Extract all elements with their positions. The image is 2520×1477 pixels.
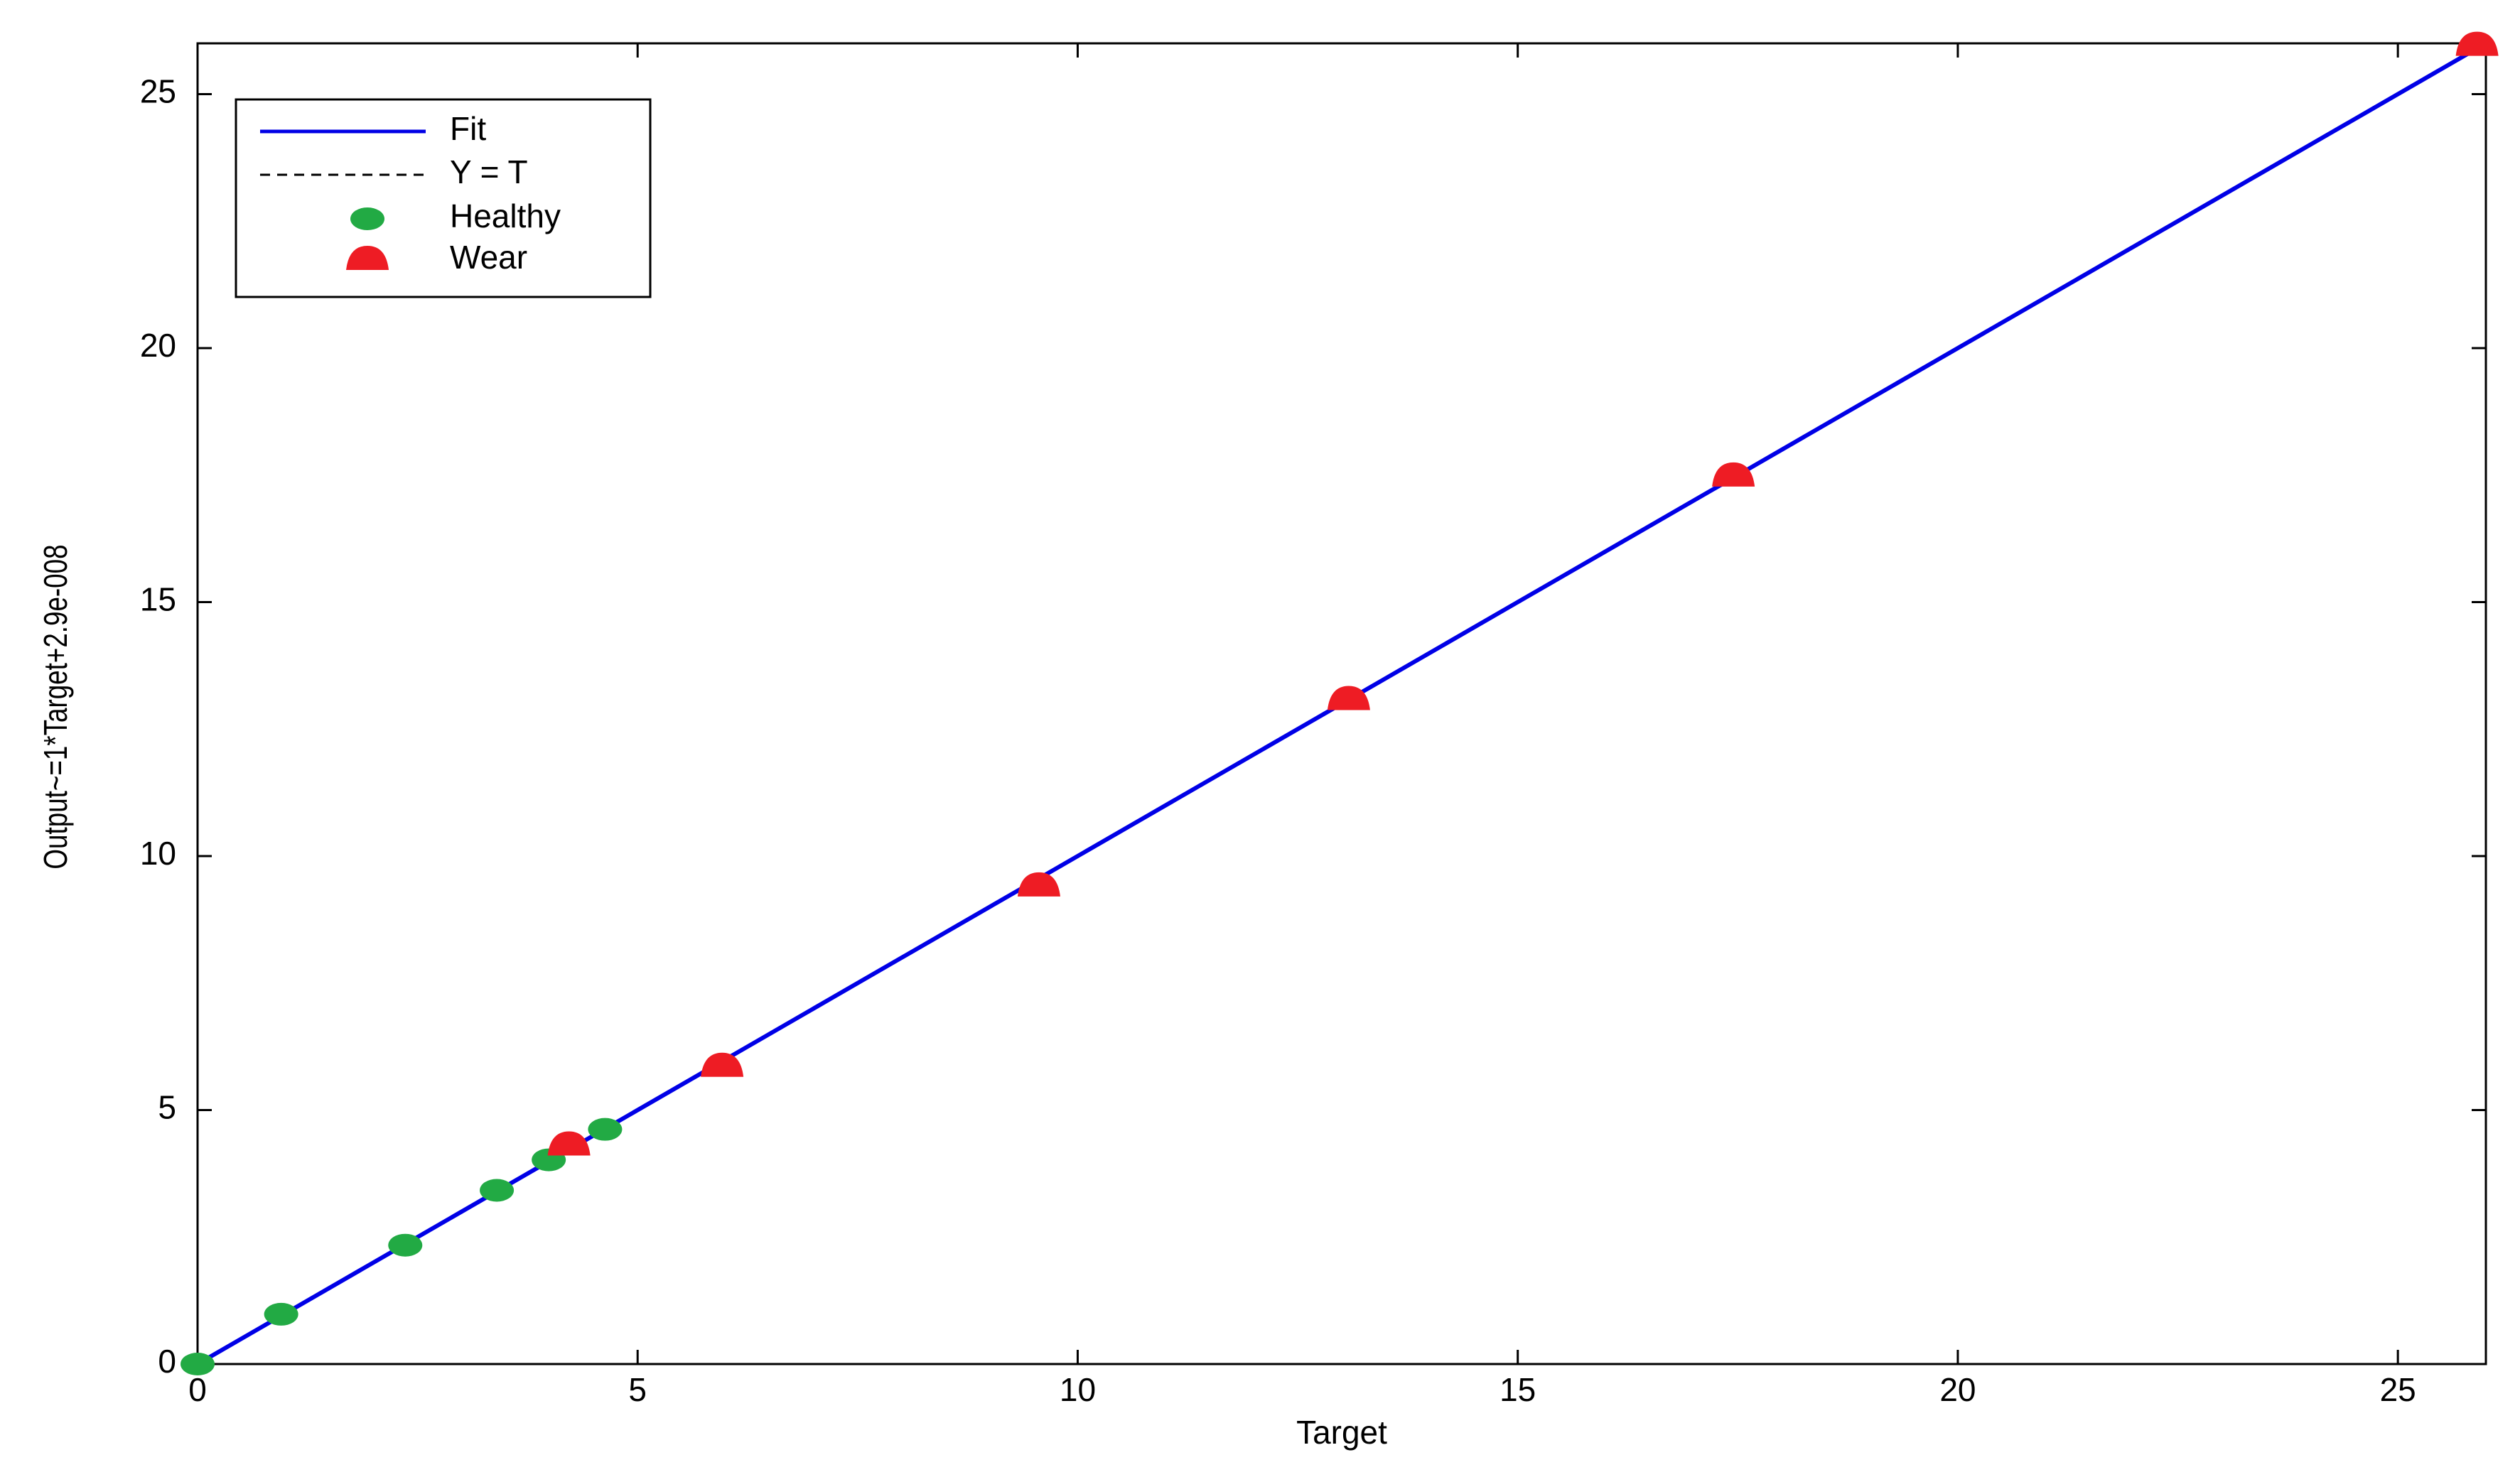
x-axis-label: Target: [1296, 1414, 1387, 1451]
plot-frame: [196, 42, 2487, 1365]
x-tick-label: 10: [1060, 1371, 1096, 1408]
x-tick-label: 20: [1939, 1371, 1976, 1408]
point: [264, 1302, 298, 1326]
point: [1327, 686, 1370, 710]
x-tick-label: 5: [628, 1371, 647, 1408]
point: [701, 1052, 744, 1077]
y-tick-label: 5: [158, 1089, 176, 1126]
legend-marker: [350, 207, 384, 230]
point: [388, 1233, 423, 1257]
point: [1712, 462, 1755, 487]
x-tick-label: 15: [1499, 1371, 1536, 1408]
point: [2455, 31, 2499, 56]
y-tick-label: 0: [158, 1343, 176, 1380]
legend-label: Wear: [450, 239, 527, 276]
point: [547, 1131, 591, 1156]
y-tick-label: 10: [140, 835, 176, 872]
point: [480, 1179, 515, 1202]
y-axis-label: Output~=1*Target+2.9e-008: [37, 544, 74, 869]
x-tick-label: 0: [188, 1371, 207, 1408]
y-tick-label: 20: [140, 327, 176, 364]
legend-box: [235, 98, 652, 298]
legend-label: Fit: [450, 110, 486, 147]
point: [1017, 872, 1060, 897]
point: [588, 1118, 623, 1141]
y-tick-label: 25: [140, 73, 176, 110]
y-tick-label: 15: [140, 581, 176, 618]
legend-marker: [346, 246, 389, 270]
point: [181, 1353, 215, 1375]
x-tick-label: 25: [2380, 1371, 2416, 1408]
legend-label: Healthy: [450, 198, 561, 234]
legend-label: Y = T: [450, 153, 528, 190]
